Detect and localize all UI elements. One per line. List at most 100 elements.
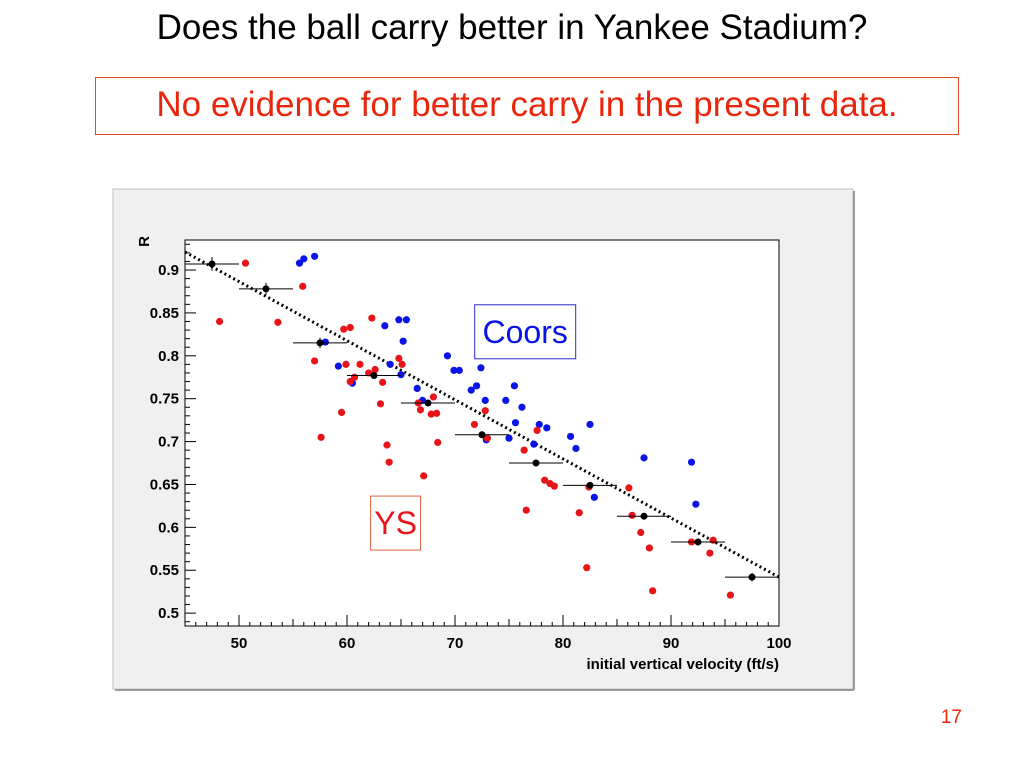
y-tick-label: 0.65 [150,476,179,493]
coors-point [455,366,463,374]
binned-point [586,481,594,489]
coors-box-border [474,304,577,360]
ys-point [522,506,530,514]
ys-point [628,511,636,519]
coors-point [687,458,696,466]
ys-point [338,408,346,417]
ys-point [709,536,717,544]
y-axis-label: R [136,236,153,247]
annotations: Coors YS [370,304,577,551]
coors-point [473,382,481,390]
ys-point [645,544,654,552]
coors-point [543,424,551,432]
coors-point [443,352,452,360]
coors-point [397,371,405,379]
coors-point [518,403,526,411]
ys-point [420,472,428,480]
ys-point [274,318,282,326]
ys-point [350,373,359,381]
y-tick-label: 0.75 [150,391,179,408]
coors-point [535,420,543,429]
ys-box-border [370,495,422,551]
ys-point [434,438,442,447]
coors-point [510,382,518,390]
ys-point [376,400,385,408]
binned-point [532,459,540,467]
slide-title: Does the ball carry better in Yankee Sta… [156,8,868,47]
ys-point [385,458,393,466]
y-tick-label: 0.55 [150,562,179,579]
axis-labels: 50 60 70 80 90 100 0.5 0.55 0.6 0.65 0.7 0.75 0.8 0.8… [136,236,792,673]
ys-point [575,509,583,517]
subtitle-callout: No evidence for better carry in the pres… [95,77,959,135]
x-tick-label: 90 [663,635,680,652]
ys-point [371,365,379,374]
coors-point [586,420,594,429]
ys-point [706,549,714,557]
ys-point [299,282,307,290]
binned-point [370,372,378,380]
coors-point [334,362,342,370]
ys-point [433,409,441,417]
coors-point [692,500,700,508]
y-tick-label: 0.8 [158,348,179,365]
binned-point [424,399,432,407]
binned-point [694,538,702,546]
y-tick-label: 0.5 [158,605,179,622]
x-tick-label: 50 [231,635,248,652]
coors-point [402,316,410,324]
scatter-chart: 50 60 70 80 90 100 0.5 0.55 0.6 0.65 0.7 0.75 0.8 0.8… [112,188,855,691]
axis-ticks [184,243,780,626]
ys-point [416,406,425,414]
y-tick-label: 0.7 [158,434,179,451]
coors-point [321,338,329,346]
coors-point [590,493,598,501]
data-points [185,252,779,599]
coors-point [481,396,489,405]
coors-point [300,255,308,263]
ys-point [637,528,645,537]
chart-frame: 50 60 70 80 90 100 0.5 0.55 0.6 0.65 0.7 0.75 0.8 0.8… [112,188,856,697]
x-axis-label: initial vertical velocity (ft/s) [586,656,779,673]
ys-point [649,587,657,595]
coors-label: Coors [483,314,568,350]
ys-point [379,378,387,386]
ys-point [383,441,391,449]
ys-point [550,482,558,490]
coors-point [572,444,580,453]
ys-point [625,484,633,492]
x-tick-label: 100 [766,635,791,652]
ys-point [398,360,406,368]
coors-label-box: Coors [474,304,577,360]
ys-point [483,434,491,442]
ys-point [726,591,735,599]
coors-point [566,432,575,441]
coors-point [511,419,520,427]
ys-point [533,426,541,435]
ys-point [368,314,376,322]
ys-point [317,433,325,441]
binned-point [316,339,324,347]
ys-point [346,323,354,332]
ys-point [470,420,479,429]
ys-point [365,369,373,377]
ys-point [429,393,437,401]
coors-point [467,386,475,394]
ys-point [356,360,364,368]
page-number: 17 [940,707,962,728]
y-tick-label: 0.85 [150,305,179,322]
y-tick-label: 0.6 [158,519,179,536]
ys-label-box: YS [370,495,422,551]
coors-point [530,440,538,448]
ys-point [481,407,489,415]
binned-point [748,573,756,581]
coors-point [311,252,319,260]
coors-point [413,384,421,392]
coors-point [399,337,407,345]
coors-point [386,360,394,368]
coors-point [450,366,458,374]
binned-point [208,260,216,268]
ys-point [241,259,250,267]
coors-point [395,316,403,324]
ys-point [427,410,435,418]
